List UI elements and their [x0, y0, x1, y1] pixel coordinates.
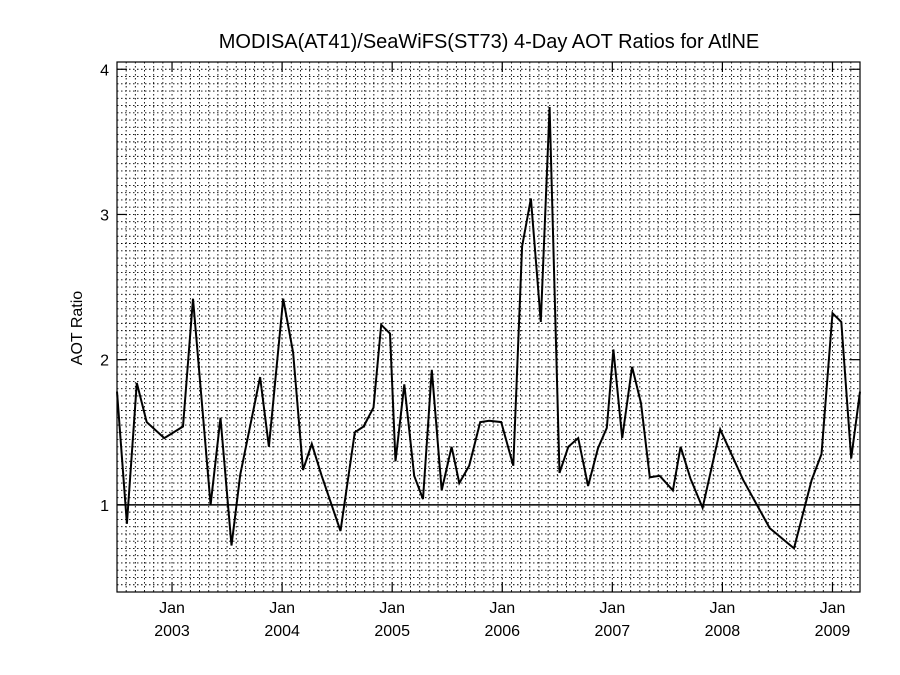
x-tick-label-year: 2006: [484, 623, 520, 640]
tick-labels: 1 2 3 4 Jan 2003 Jan 2004 Jan 2005 Jan 2006 Jan 2007 J…: [100, 62, 850, 640]
x-tick-label-month: Jan: [599, 600, 625, 617]
x-tick-label-year: 2007: [595, 623, 631, 640]
y-axis-label: AOT Ratio: [69, 291, 86, 366]
x-tick-label-year: 2005: [374, 623, 410, 640]
x-tick-label-month: Jan: [820, 600, 846, 617]
chart-title: MODISA(AT41)/SeaWiFS(ST73) 4-Day AOT Rat…: [219, 31, 760, 53]
axis-ticks: [117, 62, 860, 592]
x-tick-label-year: 2009: [815, 623, 851, 640]
y-tick-label: 2: [100, 353, 109, 370]
x-tick-label-month: Jan: [379, 600, 405, 617]
plot-frame: [116, 61, 861, 593]
y-tick-label: 1: [100, 498, 109, 515]
x-tick-label-year: 2004: [264, 623, 300, 640]
y-tick-label: 3: [100, 207, 109, 224]
series-line: [116, 106, 861, 551]
y-tick-label: 4: [100, 62, 109, 79]
x-tick-label-month: Jan: [159, 600, 185, 617]
grid-lines: [116, 61, 861, 593]
x-tick-label-month: Jan: [710, 600, 736, 617]
x-tick-label-month: Jan: [489, 600, 515, 617]
x-tick-label-year: 2008: [705, 623, 741, 640]
x-tick-label-month: Jan: [269, 600, 295, 617]
series-group: [116, 106, 861, 551]
x-tick-label-year: 2003: [154, 623, 190, 640]
